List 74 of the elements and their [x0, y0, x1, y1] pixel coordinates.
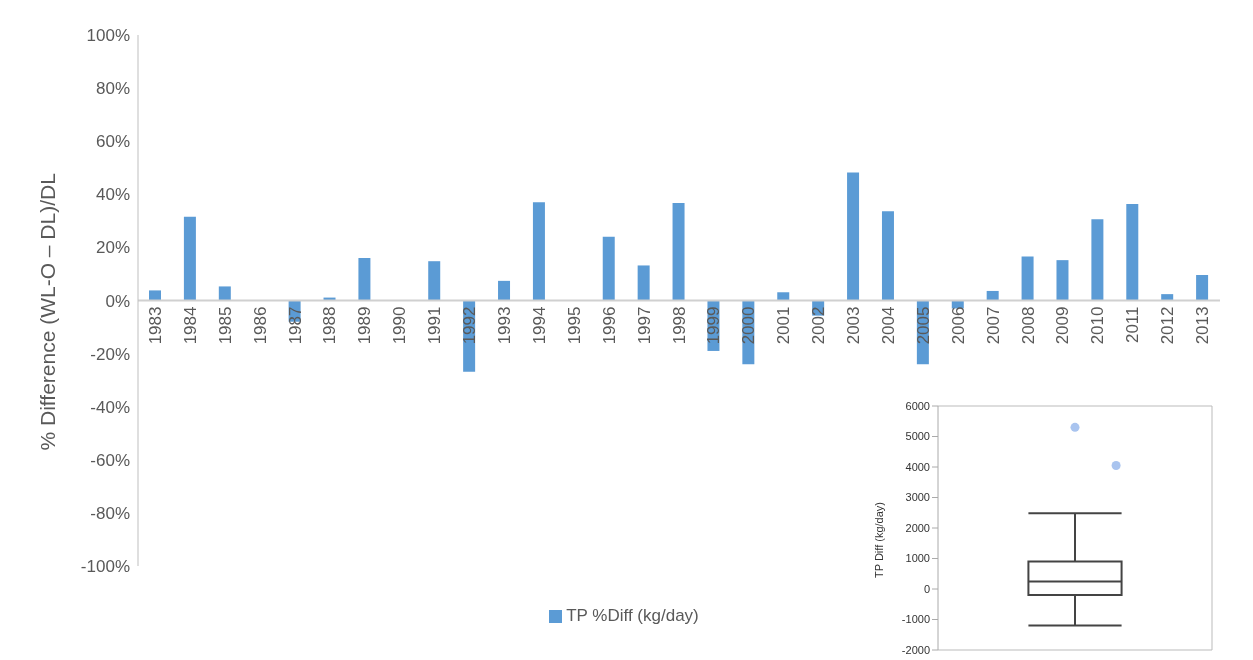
y-tick-label: 6000 [905, 399, 930, 412]
x-tick-label: 1986 [250, 306, 270, 345]
y-tick-label: -40% [90, 397, 130, 417]
bar [602, 236, 615, 301]
x-tick-label: 2005 [913, 306, 933, 345]
x-tick-label: 2009 [1053, 306, 1073, 345]
x-tick-label: 1984 [180, 306, 200, 345]
x-tick-label: 2013 [1193, 306, 1213, 345]
bar [183, 216, 196, 301]
y-axis-title: % Difference (WL-O – DL)/DL [36, 173, 60, 451]
bar [358, 258, 371, 301]
x-tick-label: 1991 [425, 306, 445, 345]
bar [498, 280, 511, 301]
x-tick-label: 1983 [145, 306, 165, 345]
y-tick-label: 3000 [905, 491, 930, 504]
y-tick-label: 0 [923, 582, 930, 595]
y-tick-label: -20% [90, 344, 130, 364]
x-tick-label: 1985 [215, 306, 235, 345]
x-tick-label: 1987 [285, 306, 305, 345]
y-tick-label: 20% [95, 238, 130, 258]
bar [1196, 275, 1209, 301]
y-axis-title: TP Diff (kg/day) [872, 501, 885, 578]
bar [847, 172, 860, 301]
x-tick-label: 1994 [529, 306, 549, 345]
bar [986, 290, 999, 301]
bar [672, 203, 685, 301]
y-tick-label: 100% [86, 26, 130, 46]
y-tick-label: -2000 [901, 643, 930, 656]
x-tick-label: 1998 [669, 306, 689, 345]
y-tick-label: 0% [105, 291, 130, 311]
y-tick-label: 4000 [905, 460, 930, 473]
x-tick-label: 1996 [599, 306, 619, 345]
x-tick-label: 2002 [809, 306, 829, 345]
x-tick-label: 1997 [634, 306, 654, 345]
bar [1161, 294, 1174, 301]
x-tick-label: 1992 [460, 306, 480, 345]
bar [1091, 219, 1104, 301]
x-tick-label: 1993 [494, 306, 514, 345]
bar [532, 202, 545, 301]
x-tick-label: 2010 [1088, 306, 1108, 345]
x-tick-label: 2006 [948, 306, 968, 345]
x-tick-label: 1995 [564, 306, 584, 345]
bar [149, 290, 161, 301]
bar [881, 211, 894, 301]
y-tick-label: 60% [95, 132, 130, 152]
x-tick-label: 2000 [739, 306, 759, 345]
x-tick-label: 1989 [355, 306, 375, 345]
bar [777, 292, 790, 301]
y-tick-label: -1000 [901, 613, 930, 626]
y-tick-label: 2000 [905, 521, 930, 534]
bar [218, 286, 231, 301]
bar [1126, 204, 1139, 301]
x-tick-label: 2007 [983, 306, 1003, 345]
x-tick-label: 1990 [390, 306, 410, 345]
x-tick-label: 2008 [1018, 306, 1038, 345]
legend-label: TP %Diff (kg/day) [566, 606, 699, 625]
y-tick-label: 40% [95, 185, 130, 205]
y-tick-label: -80% [90, 503, 130, 523]
y-tick-label: -100% [80, 557, 130, 577]
x-tick-label: 2012 [1158, 306, 1178, 345]
x-tick-label: 1988 [320, 306, 340, 345]
bar [1056, 260, 1069, 301]
y-tick-label: -60% [90, 450, 130, 470]
y-tick-label: 5000 [905, 430, 930, 443]
x-tick-label: 2003 [844, 306, 864, 345]
x-tick-label: 2001 [774, 306, 794, 345]
bar [428, 261, 441, 301]
y-tick-label: 1000 [905, 552, 930, 565]
x-tick-label: 1999 [704, 306, 724, 345]
y-tick-label: 80% [95, 79, 130, 99]
x-tick-label: 2004 [878, 306, 898, 345]
bar [1021, 256, 1034, 301]
x-tick-label: 2011 [1123, 306, 1143, 344]
bar [637, 265, 650, 301]
